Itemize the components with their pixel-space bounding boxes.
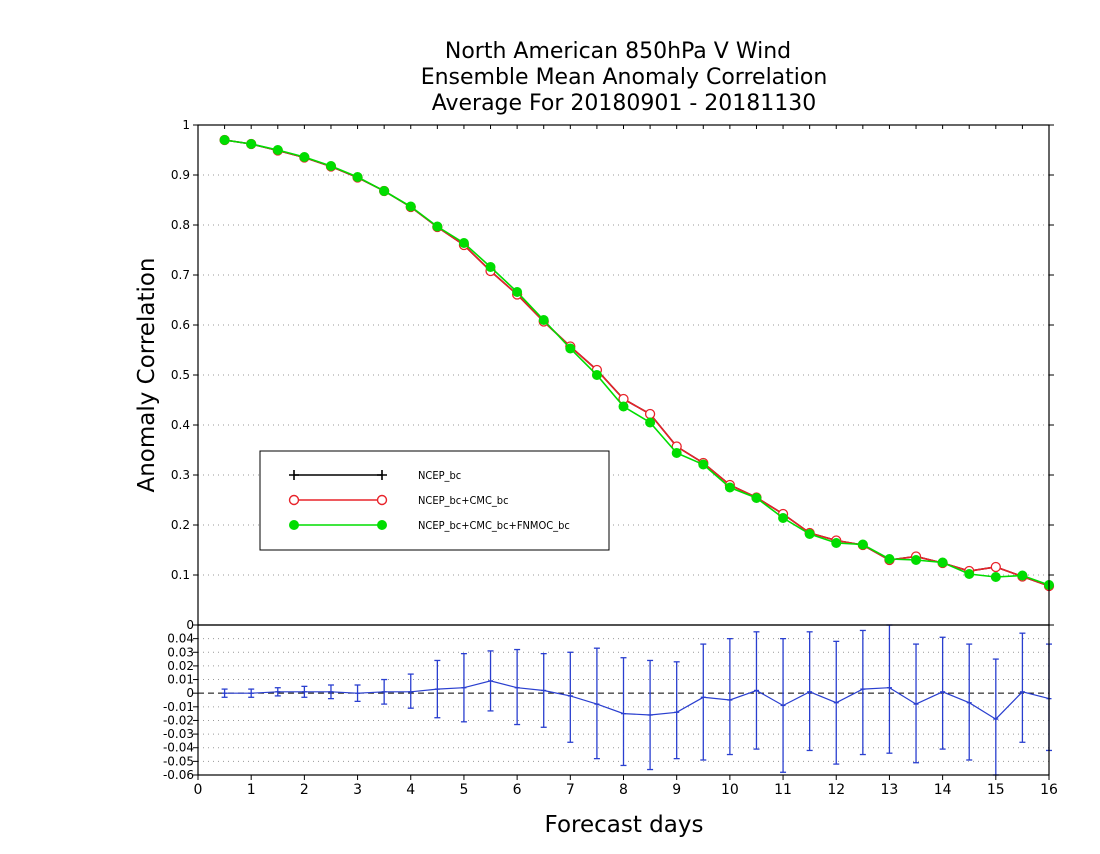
x-tick-label: 6: [513, 782, 522, 798]
series-point: [458, 238, 469, 248]
y-tick-label: -0.06: [163, 768, 194, 782]
legend-marker-filled-circle-icon: [289, 520, 299, 530]
x-tick-label: 5: [459, 782, 468, 798]
series-point: [645, 417, 656, 428]
legend-label-ncep-cmc-fnmoc: NCEP_bc+CMC_bc+FNMOC_bc: [418, 519, 570, 532]
x-tick-label: 8: [619, 782, 628, 798]
title-line-1: North American 850hPa V Wind: [445, 39, 791, 64]
x-tick-label: 9: [672, 782, 681, 798]
legend-marker-plus-icon: [289, 470, 299, 480]
y-tick-label: 0.6: [171, 318, 190, 332]
x-tick-label: 2: [300, 782, 309, 798]
x-tick-label: 13: [881, 782, 899, 798]
x-tick-label: 1: [247, 782, 256, 798]
y-tick-label: 0.7: [171, 268, 190, 282]
series-point: [432, 221, 443, 232]
series-point: [990, 572, 1001, 582]
x-tick-label: 14: [934, 782, 952, 798]
series-point: [405, 201, 416, 212]
x-tick-label: 0: [194, 782, 203, 798]
series-point: [778, 513, 789, 523]
x-tick-label: 16: [1040, 782, 1058, 798]
y-tick-label: 0.2: [171, 518, 190, 532]
y-tick-label: 0.02: [167, 659, 194, 673]
y-tick-label: 1: [182, 118, 190, 132]
difference-line: [224, 680, 1050, 720]
bottom-plot-area: 00.040.030.020.010-0.01-0.02-0.03-0.04-0…: [163, 618, 1058, 798]
y-tick-label: -0.03: [163, 727, 194, 741]
series-point: [512, 287, 523, 297]
y-tick-label: 0.03: [167, 645, 194, 659]
series-point: [990, 561, 1001, 573]
legend-marker-open-circle-icon: [288, 494, 300, 506]
series-point: [884, 554, 895, 564]
series-point: [591, 370, 602, 380]
series-point: [804, 529, 815, 539]
y-tick-label: -0.05: [163, 754, 194, 768]
legend-item-ncep-cmc: NCEP_bc+CMC_bc: [288, 494, 509, 507]
x-tick-label: 11: [774, 782, 792, 798]
y-tick-label: 0: [186, 618, 194, 632]
legend-item-ncep-bc: NCEP_bc: [289, 469, 461, 482]
y-tick-label: 0.1: [171, 568, 190, 582]
series-point: [325, 161, 336, 171]
y-tick-label: 0.04: [167, 632, 194, 646]
series-point: [352, 172, 363, 182]
legend-marker-open-circle-icon: [376, 494, 388, 506]
series-point: [724, 482, 735, 493]
series-point: [671, 448, 682, 458]
x-axis-label: Forecast days: [545, 812, 704, 838]
series-point: [379, 186, 390, 196]
legend-label-ncep-cmc: NCEP_bc+CMC_bc: [418, 494, 509, 507]
series-point: [1017, 570, 1028, 581]
series-point: [485, 262, 496, 272]
x-tick-label: 15: [987, 782, 1005, 798]
y-tick-label: -0.02: [163, 713, 194, 727]
y-tick-label: 0.8: [171, 218, 190, 232]
x-tick-label: 7: [566, 782, 575, 798]
legend-label-ncep-bc: NCEP_bc: [418, 469, 461, 482]
series-point: [246, 139, 257, 149]
y-tick-label: 0.5: [171, 368, 190, 382]
legend-marker-plus-icon: [377, 470, 387, 480]
y-tick-label: 0.4: [171, 418, 190, 432]
series-point: [219, 135, 230, 145]
y-tick-label: -0.01: [163, 700, 194, 714]
series-point: [964, 569, 975, 579]
title-line-3: Average For 20180901 - 20181130: [432, 91, 817, 116]
x-tick-label: 3: [353, 782, 362, 798]
series-point: [565, 343, 576, 354]
legend: NCEP_bc NCEP_bc+CMC_bc NCEP_bc+CMC_bc+FN…: [259, 450, 610, 551]
series-point: [857, 539, 868, 550]
x-tick-label: 12: [827, 782, 845, 798]
series-point: [299, 152, 310, 162]
bottom-plot-frame: [197, 624, 1050, 776]
chart-title: North American 850hPa V Wind Ensemble Me…: [421, 39, 828, 116]
series-point: [911, 555, 922, 565]
series-point: [937, 557, 948, 568]
legend-item-ncep-cmc-fnmoc: NCEP_bc+CMC_bc+FNMOC_bc: [289, 519, 570, 532]
series-point: [831, 538, 842, 548]
series-point: [538, 315, 549, 325]
series-point: [272, 145, 283, 155]
series-point: [751, 493, 762, 503]
y-tick-label: 0: [186, 686, 194, 700]
series-point: [698, 459, 709, 470]
series-point: [618, 401, 629, 412]
y-tick-label: 0.01: [167, 673, 194, 687]
y-axis-label: Anomaly Correlation: [134, 257, 160, 492]
series-point: [644, 408, 656, 420]
x-tick-label: 4: [406, 782, 415, 798]
y-tick-label: -0.04: [163, 741, 194, 755]
title-line-2: Ensemble Mean Anomaly Correlation: [421, 65, 828, 90]
x-tick-label: 10: [721, 782, 739, 798]
y-tick-label: 0.9: [171, 168, 190, 182]
y-tick-label: 0.3: [171, 468, 190, 482]
legend-marker-filled-circle-icon: [377, 520, 387, 530]
